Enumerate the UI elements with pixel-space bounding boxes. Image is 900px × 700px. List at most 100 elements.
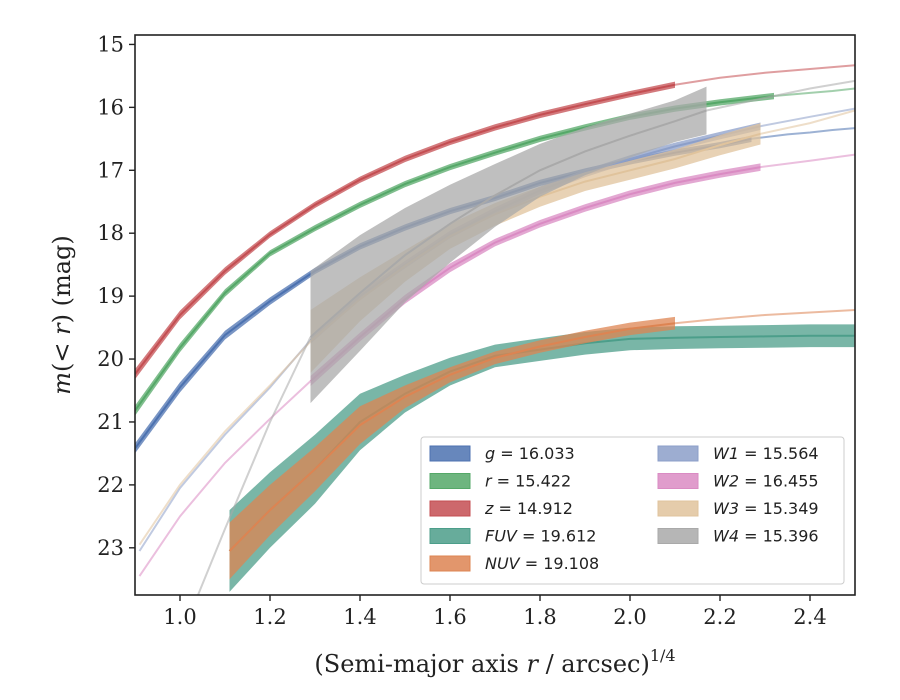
y-tick-label: 15: [97, 32, 124, 56]
y-axis-label: m(< r) (mag): [48, 235, 76, 395]
legend-series-value: = 15.422: [492, 472, 572, 491]
legend-swatch-z: [429, 500, 471, 517]
series-w4-line: [309, 109, 707, 338]
legend-label-w3: W3 = 15.349: [713, 499, 819, 518]
legend-item-w4: W4 = 15.396: [657, 527, 819, 546]
legend-label-w4: W4 = 15.396: [713, 527, 819, 546]
legend-series-value: = 19.108: [520, 554, 600, 573]
legend-series-value: = 15.564: [739, 444, 819, 463]
ticks-layer: 1.0 1.2 1.4 1.6 1.8 2.0 2.2 2.4 15 16 17 18 19 20 21 22…: [97, 32, 826, 629]
legend-series-name: g: [485, 444, 495, 463]
legend-label-fuv: FUV = 19.612: [485, 527, 596, 546]
x-tick-label: 2.0: [613, 605, 646, 629]
y-tick-label: 23: [97, 536, 124, 560]
legend-series-value: = 16.033: [495, 444, 575, 463]
x-axis-label-exponent: 1/4: [650, 646, 676, 665]
series-w4-extension: [197, 336, 312, 595]
series-layer: [135, 64, 855, 595]
x-axis-label-prefix: (Semi-major axis: [314, 650, 526, 678]
series-w1-extension-outer: [760, 107, 855, 128]
legend-swatch-r: [429, 473, 471, 489]
y-tick-label: 18: [97, 221, 124, 245]
y-tick-label: 22: [97, 473, 124, 497]
legend-series-name: r: [485, 472, 493, 491]
legend-label-r: r = 15.422: [485, 472, 571, 491]
series-nuv: [228, 309, 855, 580]
series-w2-extension-outer: [760, 153, 855, 169]
legend-series-value: = 15.396: [739, 527, 819, 546]
legend-item-r: r = 15.422: [429, 472, 571, 491]
legend-series-value: = 19.612: [517, 527, 597, 546]
x-tick-label: 1.6: [433, 605, 466, 629]
legend-item-fuv: FUV = 19.612: [429, 527, 596, 546]
series-nuv-band: [229, 316, 675, 580]
x-tick-label: 2.2: [703, 605, 736, 629]
x-tick-label: 1.4: [343, 605, 376, 629]
series-z-line: [135, 83, 676, 375]
series-w4: [197, 79, 855, 595]
series-w3-band: [310, 123, 761, 373]
y-tick-label: 17: [97, 158, 124, 182]
x-tick-label: 1.2: [253, 605, 286, 629]
series-nuv-line: [228, 322, 676, 552]
legend-swatch-w3: [657, 500, 699, 517]
y-axis-label-unit: (mag): [48, 235, 76, 314]
y-axis-label-lt: <: [48, 335, 76, 363]
y-axis-label-paren-close: ): [48, 314, 76, 323]
series-fuv-band: [229, 324, 855, 592]
legend-series-name: W1: [713, 444, 739, 463]
series-nuv-extension: [674, 309, 855, 325]
x-tick-label: 1.8: [523, 605, 556, 629]
plot-frame: [134, 34, 856, 596]
x-axis-label-suffix: / arcsec): [538, 650, 650, 678]
legend-item-nuv: NUV = 19.108: [429, 554, 599, 573]
legend-series-value: = 15.349: [739, 499, 819, 518]
y-axis-label-paren-open: (: [48, 363, 76, 372]
series-w4-extension-outer: [706, 79, 855, 112]
legend-swatch-nuv: [429, 555, 471, 572]
legend-item-w1: W1 = 15.564: [657, 444, 819, 463]
legend-series-value: = 16.455: [739, 472, 819, 491]
legend-label-z: z = 14.912: [484, 499, 573, 518]
legend-item-w3: W3 = 15.349: [657, 499, 819, 518]
legend-item-g: g = 16.033: [429, 444, 575, 463]
legend-series-name: z: [484, 499, 494, 518]
legend-item-z: z = 14.912: [429, 499, 573, 518]
series-z-extension: [674, 64, 855, 86]
legend-series-name: W3: [713, 499, 739, 518]
legend-label-w1: W1 = 15.564: [713, 444, 819, 463]
series-r-extension: [773, 87, 855, 97]
legend-series-value: = 14.912: [493, 499, 573, 518]
x-axis-label: (Semi-major axis r / arcsec)1/4: [314, 646, 675, 678]
y-tick-label: 16: [97, 95, 124, 119]
x-tick-label: 2.4: [793, 605, 826, 629]
series-z: [135, 64, 855, 380]
series-w4-band: [310, 86, 707, 404]
legend-swatch-fuv: [429, 528, 471, 544]
legend-swatch-g: [429, 445, 471, 462]
y-tick-label: 21: [97, 410, 124, 434]
legend-swatch-w1: [657, 445, 699, 462]
series-w3-extension-outer: [760, 109, 855, 135]
legend-swatch-w2: [657, 473, 699, 489]
legend-series-name: FUV: [485, 527, 518, 546]
legend-label-g: g = 16.033: [485, 444, 575, 463]
y-tick-label: 20: [97, 347, 124, 371]
y-axis-label-r: r: [48, 322, 76, 335]
legend-label-nuv: NUV = 19.108: [485, 554, 599, 573]
x-axis-label-var: r: [526, 650, 539, 678]
y-axis-label-m: m: [48, 372, 76, 395]
legend-series-name: W4: [713, 527, 739, 546]
x-tick-label: 1.0: [163, 605, 196, 629]
y-tick-label: 19: [97, 284, 124, 308]
series-g-extension: [751, 127, 855, 140]
legend-label-w2: W2 = 16.455: [713, 472, 819, 491]
legend-frame: [420, 436, 845, 585]
series-w3-extension: [138, 340, 312, 546]
series-w2-extension: [138, 380, 312, 577]
legend-item-w2: W2 = 16.455: [657, 472, 819, 491]
legend-series-name: NUV: [485, 554, 521, 573]
